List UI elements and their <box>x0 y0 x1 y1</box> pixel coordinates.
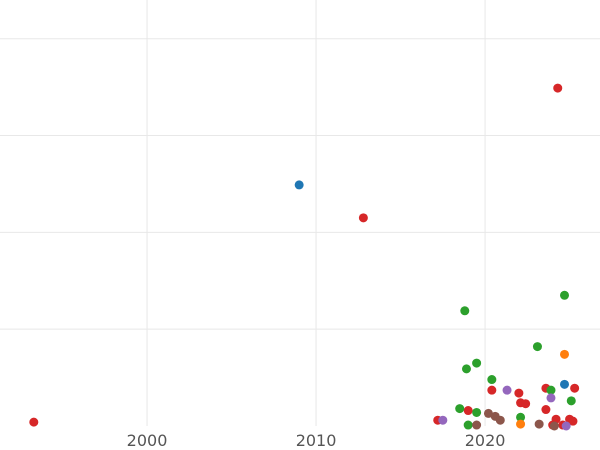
point-green-7 <box>455 404 465 414</box>
point-green-3 <box>532 342 542 352</box>
point-green-2 <box>560 290 570 300</box>
point-purple-4 <box>561 421 571 431</box>
point-red-5 <box>463 406 473 416</box>
point-blue-2 <box>560 379 570 389</box>
point-green-12 <box>566 396 576 406</box>
point-red-11 <box>541 405 551 415</box>
point-green-5 <box>461 364 471 374</box>
point-red-15 <box>570 383 580 393</box>
point-green-10 <box>463 420 473 430</box>
point-red-1 <box>29 417 39 427</box>
point-red-3 <box>553 83 563 93</box>
point-green-11 <box>546 385 556 395</box>
point-purple-3 <box>546 393 556 403</box>
point-green-1 <box>460 306 470 316</box>
point-green-9 <box>516 412 526 422</box>
point-purple-2 <box>502 385 512 395</box>
grid-lines <box>0 0 600 426</box>
point-blue-1 <box>294 180 304 190</box>
point-red-14 <box>568 416 578 426</box>
point-red-7 <box>514 388 524 398</box>
point-brown-2 <box>483 408 493 418</box>
point-purple-1 <box>438 415 448 425</box>
point-green-8 <box>472 407 482 417</box>
point-green-6 <box>487 375 497 385</box>
point-orange-1 <box>560 349 570 359</box>
x-tick-label-2: 2010 <box>296 431 337 450</box>
point-red-2 <box>358 213 368 223</box>
point-red-9 <box>521 399 531 409</box>
x-tick-label-3: 2020 <box>465 431 506 450</box>
point-brown-1 <box>472 420 482 430</box>
point-orange-2 <box>516 419 526 429</box>
x-tick-label-1: 2000 <box>127 431 168 450</box>
point-brown-6 <box>549 421 559 431</box>
point-brown-5 <box>534 419 544 429</box>
point-brown-4 <box>495 415 505 425</box>
x-axis-tick-labels: 2000 2010 2020 <box>127 431 506 450</box>
data-points <box>29 83 580 431</box>
point-red-6 <box>487 385 497 395</box>
point-green-4 <box>472 358 482 368</box>
